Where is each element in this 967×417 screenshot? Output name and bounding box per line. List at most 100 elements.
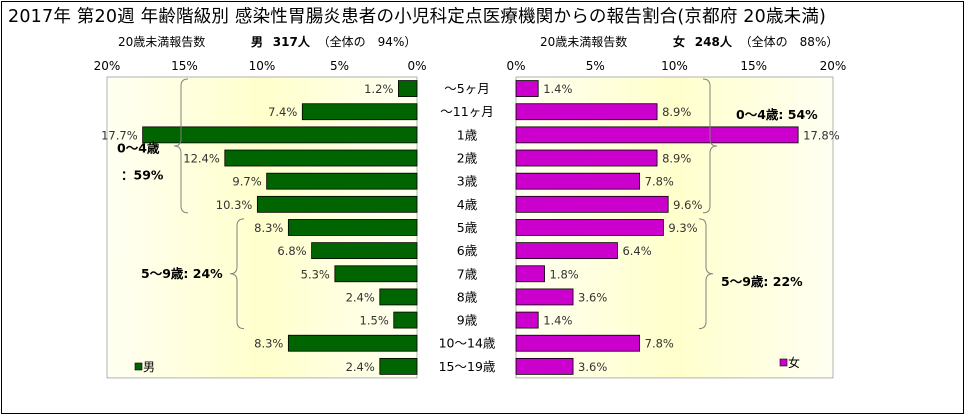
male-value-label: 8.3% — [254, 221, 283, 235]
male-value-label: 10.3% — [216, 198, 253, 212]
right-subtitle: 20歳未満報告数 — [540, 35, 628, 49]
male-bar — [334, 265, 418, 283]
left-brace-0-4 — [173, 78, 189, 214]
female-value-label: 8.9% — [662, 152, 691, 166]
category-label: 3歳 — [457, 174, 478, 189]
male-value-label: 12.4% — [183, 152, 220, 166]
right-tick-label: 0% — [506, 59, 525, 73]
right-group-label-5-9: 5～9歳: 22% — [721, 274, 803, 289]
left-count: 317人 — [272, 35, 310, 49]
left-brace-5-9 — [229, 218, 245, 330]
male-value-label: 5.3% — [301, 267, 330, 281]
male-legend-label: 男 — [143, 360, 155, 374]
female-bar — [515, 242, 618, 260]
male-bar — [142, 126, 418, 144]
category-label: ～11ヶ月 — [440, 104, 493, 119]
left-group-label-0-4-share: ：59% — [121, 168, 164, 183]
male-legend-swatch — [134, 362, 143, 371]
left-tick-label: 15% — [171, 59, 198, 73]
male-value-label: 2.4% — [346, 360, 375, 374]
left-group-label-0-4: 0～4歳 — [117, 140, 160, 155]
female-value-label: 1.4% — [543, 82, 572, 96]
male-value-label: 9.7% — [232, 175, 261, 189]
right-tick-label: 15% — [740, 59, 767, 73]
right-tick-label: 20% — [820, 59, 847, 73]
category-label: 9歳 — [457, 313, 478, 328]
female-value-label: 7.8% — [645, 337, 674, 351]
right-tick-label: 5% — [586, 59, 605, 73]
category-label: 6歳 — [457, 243, 478, 258]
female-bar — [515, 288, 574, 306]
male-value-label: 1.2% — [364, 82, 393, 96]
right-group-label-0-4: 0～4歳: 54% — [736, 107, 818, 122]
right-share: （全体の 88%） — [739, 35, 839, 49]
male-bar — [379, 357, 418, 375]
male-bar — [256, 195, 418, 213]
female-legend-swatch — [779, 358, 788, 367]
female-legend-label: 女 — [788, 355, 800, 370]
female-bar — [515, 172, 641, 190]
left-header: 20歳未満報告数 男 317人 （全体の 94%） — [118, 33, 416, 50]
chart-title: 2017年 第20週 年齢階級別 感染性胃腸炎患者の小児科定点医療機関からの報告… — [8, 7, 827, 27]
female-bar — [515, 126, 799, 144]
female-value-label: 9.6% — [673, 198, 702, 212]
category-label: 5歳 — [457, 220, 478, 235]
category-label: 8歳 — [457, 289, 478, 304]
right-sex: 女 — [672, 35, 685, 49]
left-tick-label: 5% — [330, 59, 349, 73]
male-value-label: 1.5% — [360, 314, 389, 328]
category-label: 1歳 — [457, 127, 478, 142]
female-value-label: 3.6% — [578, 290, 607, 304]
male-bar — [287, 334, 418, 352]
male-bar — [397, 80, 418, 97]
male-bar — [311, 242, 418, 260]
female-value-label: 8.9% — [662, 105, 691, 119]
male-bar — [287, 219, 418, 236]
female-bar — [515, 334, 641, 352]
left-group-label-5-9: 5～9歳: 24% — [141, 266, 223, 281]
male-bar — [224, 149, 418, 167]
category-label: ～5ヶ月 — [444, 81, 489, 96]
female-bar — [515, 103, 658, 121]
male-value-label: 7.4% — [268, 105, 297, 119]
female-value-label: 1.8% — [550, 267, 579, 281]
left-subtitle: 20歳未満報告数 — [118, 35, 206, 49]
female-value-label: 6.4% — [622, 244, 651, 258]
female-value-label: 3.6% — [578, 360, 607, 374]
female-bar — [515, 195, 669, 213]
category-label: 10～14歳 — [439, 336, 496, 351]
male-value-label: 8.3% — [254, 337, 283, 351]
female-bar — [515, 311, 539, 329]
male-bar — [266, 172, 418, 190]
female-value-label: 1.4% — [543, 314, 572, 328]
female-bar — [515, 357, 574, 375]
male-bar — [301, 103, 418, 121]
left-share: （全体の 94%） — [317, 35, 417, 49]
female-bar — [515, 265, 545, 283]
left-sex: 男 — [250, 35, 263, 49]
male-bar — [379, 288, 418, 306]
male-value-label: 6.8% — [277, 244, 306, 258]
category-label: 7歳 — [457, 266, 478, 281]
category-label: 15～19歳 — [439, 359, 496, 374]
female-value-label: 7.8% — [645, 175, 674, 189]
right-count: 248人 — [694, 35, 732, 49]
left-tick-label: 10% — [249, 59, 276, 73]
left-tick-label: 20% — [94, 59, 121, 73]
category-label: 4歳 — [457, 197, 478, 212]
right-header: 20歳未満報告数 女 248人 （全体の 88%） — [540, 33, 838, 50]
left-tick-label: 0% — [407, 59, 426, 73]
female-bar — [515, 149, 658, 167]
female-bar — [515, 80, 539, 97]
female-bar — [515, 219, 664, 236]
male-value-label: 2.4% — [346, 290, 375, 304]
category-label: 2歳 — [457, 151, 478, 166]
female-value-label: 17.8% — [803, 128, 840, 142]
male-value-label: 17.7% — [101, 128, 138, 142]
right-brace-0-4 — [702, 78, 718, 214]
right-tick-label: 10% — [661, 59, 688, 73]
female-value-label: 9.3% — [668, 221, 697, 235]
male-bar — [393, 311, 418, 329]
